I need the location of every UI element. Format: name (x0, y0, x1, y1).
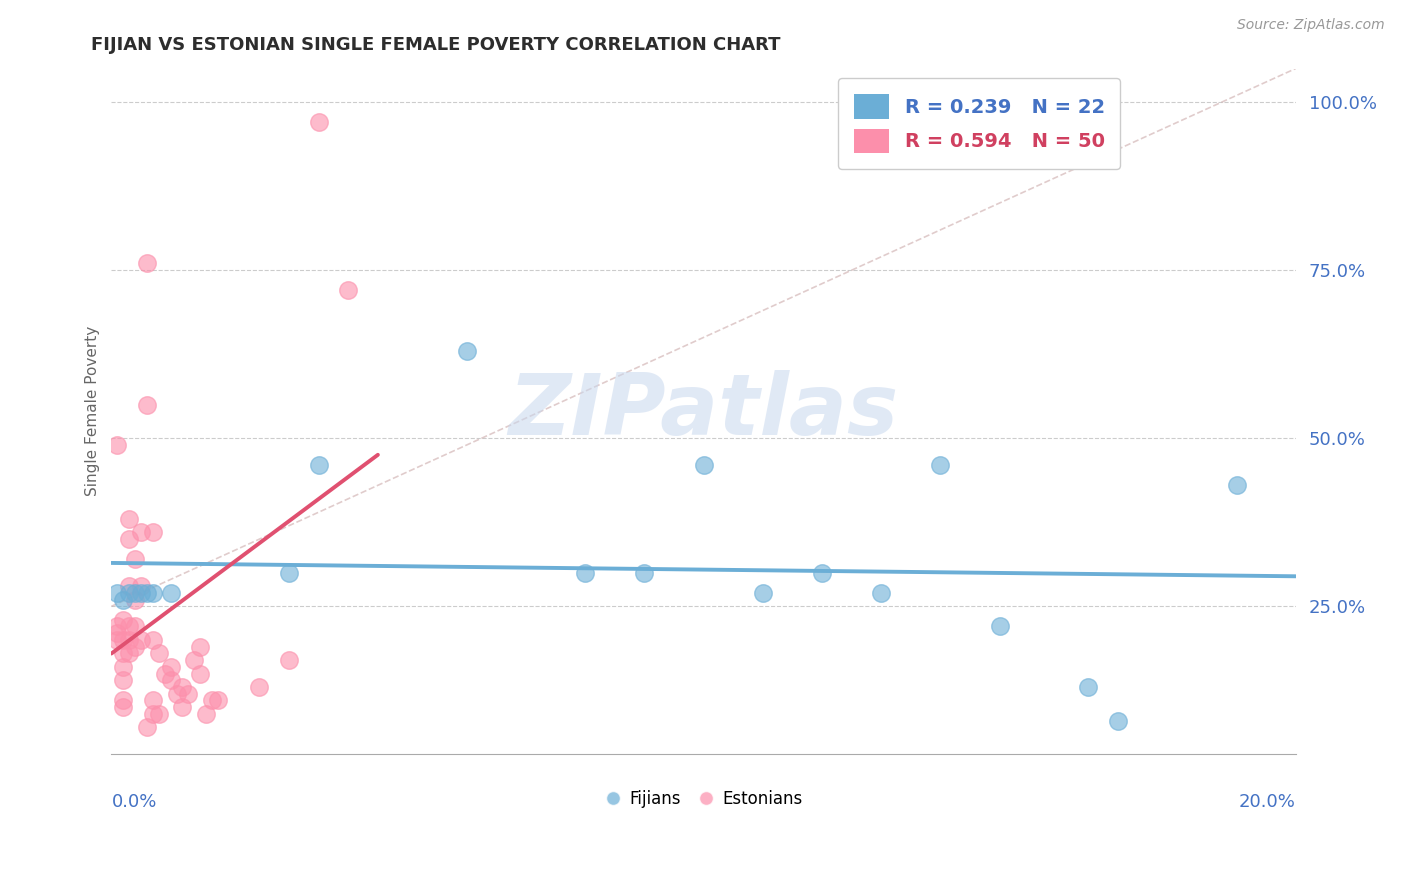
Text: 20.0%: 20.0% (1239, 793, 1296, 811)
Point (112, 673, 135, 688)
Point (118, 632, 141, 647)
Point (112, 592, 135, 607)
Point (136, 720, 159, 734)
Point (183, 653, 205, 667)
Point (633, 566, 655, 580)
Point (142, 632, 165, 647)
Point (124, 586, 146, 600)
Point (118, 512, 141, 526)
Point (118, 619, 141, 633)
Point (308, 458, 330, 472)
Point (811, 566, 834, 580)
Point (308, 115, 330, 129)
Point (112, 660, 135, 674)
Text: ZIPatlas: ZIPatlas (509, 370, 898, 453)
Point (177, 687, 200, 701)
Point (112, 613, 135, 627)
Point (105, 438, 128, 452)
Point (870, 586, 893, 600)
Point (142, 586, 165, 600)
Point (124, 592, 146, 607)
Point (105, 586, 128, 600)
Point (278, 566, 301, 580)
Y-axis label: Single Female Poverty: Single Female Poverty (86, 326, 100, 497)
Point (574, 566, 596, 580)
Point (1225, 478, 1247, 492)
Point (112, 632, 135, 647)
Point (249, 680, 271, 694)
Point (929, 458, 952, 472)
Point (124, 640, 146, 654)
Point (159, 660, 181, 674)
Point (118, 579, 141, 593)
Point (142, 693, 165, 707)
Point (153, 666, 176, 681)
Point (188, 666, 211, 681)
Point (188, 640, 211, 654)
Point (1107, 714, 1129, 728)
Point (136, 586, 159, 600)
Point (142, 525, 165, 540)
Point (752, 586, 775, 600)
Point (105, 632, 128, 647)
Text: FIJIAN VS ESTONIAN SINGLE FEMALE POVERTY CORRELATION CHART: FIJIAN VS ESTONIAN SINGLE FEMALE POVERTY… (91, 36, 780, 54)
Point (124, 619, 146, 633)
Point (1077, 680, 1099, 694)
Point (692, 458, 714, 472)
Point (142, 706, 165, 721)
Point (112, 700, 135, 714)
Point (118, 646, 141, 660)
Legend: Fijians, Estonians: Fijians, Estonians (598, 783, 810, 814)
Point (159, 673, 181, 688)
Point (105, 626, 128, 640)
Point (136, 256, 159, 270)
Text: Source: ZipAtlas.com: Source: ZipAtlas.com (1237, 18, 1385, 32)
Point (278, 653, 301, 667)
Point (105, 619, 128, 633)
Point (172, 700, 194, 714)
Point (129, 632, 152, 647)
Point (112, 693, 135, 707)
Point (112, 646, 135, 660)
Point (129, 525, 152, 540)
Point (207, 693, 229, 707)
Point (337, 284, 360, 298)
Point (988, 619, 1011, 633)
Point (136, 398, 159, 412)
Point (166, 687, 188, 701)
Point (195, 706, 218, 721)
Point (172, 680, 194, 694)
Point (124, 552, 146, 566)
Point (159, 586, 181, 600)
Point (148, 646, 170, 660)
Point (129, 579, 152, 593)
Point (201, 693, 224, 707)
Point (456, 343, 478, 358)
Text: 0.0%: 0.0% (111, 793, 157, 811)
Point (118, 532, 141, 546)
Point (148, 706, 170, 721)
Point (129, 586, 152, 600)
Point (118, 586, 141, 600)
